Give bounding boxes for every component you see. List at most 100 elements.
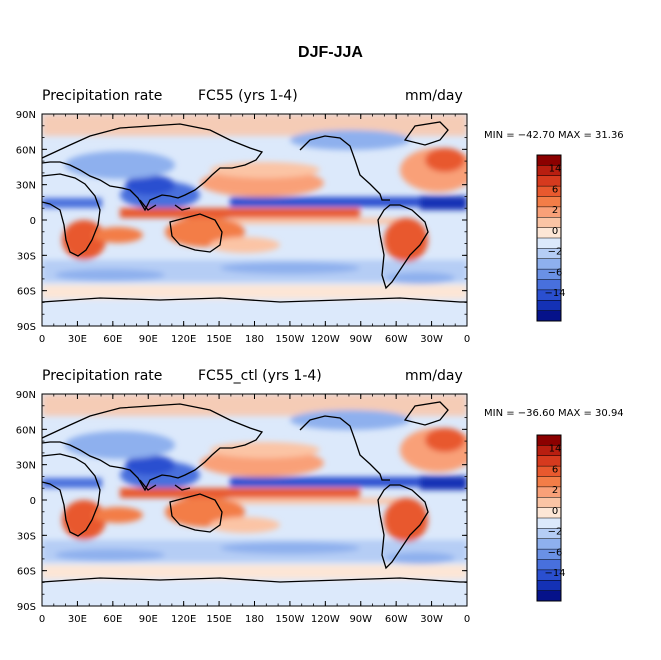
colorbar-swatch — [537, 559, 561, 571]
colorbar-label: 2 — [552, 485, 558, 496]
colorbar-label: 0 — [552, 226, 558, 237]
colorbar-swatch — [537, 569, 561, 581]
x-tick-label: 30W — [420, 614, 443, 625]
x-tick-label: 60E — [103, 614, 122, 625]
x-tick-label: 180 — [245, 334, 264, 345]
panel1-units: mm/day — [405, 88, 463, 104]
colorbar-swatch — [537, 279, 561, 291]
colorbar-label: 0 — [552, 506, 558, 517]
colorbar-swatch — [537, 497, 561, 508]
x-tick-label: 90W — [349, 334, 372, 345]
colorbar-swatch — [537, 175, 561, 187]
panel2-run: FC55_ctl (yrs 1-4) — [198, 368, 322, 384]
panel2-map — [41, 393, 468, 607]
colorbar-label: 6 — [552, 184, 558, 195]
figure-title: DJF-JJA — [298, 44, 363, 61]
panel2-field — [42, 394, 467, 606]
colorbar-label: 6 — [552, 464, 558, 475]
colorbar-swatch — [537, 196, 561, 208]
y-tick-label: 90S — [17, 602, 36, 613]
y-tick-label: 60N — [16, 145, 36, 156]
x-tick-label: 0 — [39, 334, 45, 345]
colorbar-swatch — [537, 476, 561, 488]
panel1-minmax: MIN = −42.70 MAX = 31.36 — [484, 130, 624, 141]
y-tick-label: 30N — [16, 181, 36, 192]
colorbar-swatch — [537, 248, 561, 260]
y-tick-label: 60N — [16, 425, 36, 436]
x-tick-label: 30W — [420, 334, 443, 345]
x-tick-label: 60W — [385, 334, 408, 345]
x-tick-label: 120W — [311, 334, 340, 345]
y-tick-label: 30S — [17, 251, 36, 262]
colorbar-label: −14 — [544, 568, 565, 579]
panel2-units: mm/day — [405, 368, 463, 384]
colorbar-swatch — [537, 238, 561, 249]
colorbar-swatch — [537, 155, 561, 166]
x-tick-label: 120W — [311, 614, 340, 625]
colorbar-swatch — [537, 217, 561, 228]
colorbar-swatch — [537, 538, 561, 550]
panel1-run: FC55 (yrs 1-4) — [198, 88, 298, 104]
colorbar-label: 14 — [549, 444, 562, 455]
y-tick-label: 90N — [16, 390, 36, 401]
x-tick-label: 60W — [385, 614, 408, 625]
panel1-variable: Precipitation rate — [42, 88, 163, 104]
colorbar-swatch — [537, 486, 561, 498]
colorbar-swatch — [537, 580, 561, 591]
y-tick-label: 90N — [16, 110, 36, 121]
colorbar-swatch — [537, 445, 561, 457]
x-tick-label: 150W — [275, 614, 304, 625]
panel1-map — [41, 113, 468, 327]
x-tick-label: 150E — [206, 614, 231, 625]
y-tick-label: 90S — [17, 322, 36, 333]
colorbar-label: −6 — [548, 267, 563, 278]
x-tick-label: 90W — [349, 614, 372, 625]
panel1-coastlines — [42, 121, 467, 303]
colorbar-swatch — [537, 435, 561, 446]
x-tick-label: 30E — [68, 614, 87, 625]
colorbar-swatch — [537, 289, 561, 301]
panel2-variable: Precipitation rate — [42, 368, 163, 384]
x-tick-label: 0 — [464, 614, 470, 625]
y-tick-label: 30S — [17, 531, 36, 542]
colorbar-swatch — [537, 518, 561, 529]
x-tick-label: 30E — [68, 334, 87, 345]
colorbar-swatch — [537, 466, 561, 477]
x-tick-label: 150E — [206, 334, 231, 345]
y-tick-label: 60S — [17, 287, 36, 298]
colorbar-label: 2 — [552, 205, 558, 216]
x-tick-label: 120E — [171, 614, 196, 625]
panel1-field — [42, 114, 467, 326]
colorbar-swatch — [537, 528, 561, 540]
x-tick-label: 90E — [139, 334, 158, 345]
y-tick-label: 0 — [30, 216, 36, 227]
colorbar-swatch — [537, 455, 561, 467]
colorbar-swatch — [537, 206, 561, 218]
colorbar-label: −6 — [548, 547, 563, 558]
y-tick-label: 30N — [16, 461, 36, 472]
x-tick-label: 0 — [464, 334, 470, 345]
panel2-coastlines — [42, 401, 467, 583]
colorbar-swatch — [537, 227, 561, 239]
x-tick-label: 180 — [245, 614, 264, 625]
colorbar-swatch — [537, 258, 561, 270]
y-tick-label: 0 — [30, 496, 36, 507]
colorbar-swatch — [537, 165, 561, 177]
colorbar-label: −14 — [544, 288, 565, 299]
colorbar-label: −2 — [548, 527, 563, 538]
x-tick-label: 120E — [171, 334, 196, 345]
x-tick-label: 60E — [103, 334, 122, 345]
colorbar-label: −2 — [548, 247, 563, 258]
colorbar-swatch — [537, 590, 561, 602]
colorbar-swatch — [537, 186, 561, 197]
colorbar-swatch — [537, 300, 561, 311]
colorbar-swatch — [537, 507, 561, 519]
y-tick-label: 60S — [17, 567, 36, 578]
x-tick-label: 0 — [39, 614, 45, 625]
x-tick-label: 90E — [139, 614, 158, 625]
colorbar-swatch — [537, 269, 561, 280]
colorbar-swatch — [537, 310, 561, 322]
colorbar-swatch — [537, 549, 561, 560]
colorbar-label: 14 — [549, 164, 562, 175]
